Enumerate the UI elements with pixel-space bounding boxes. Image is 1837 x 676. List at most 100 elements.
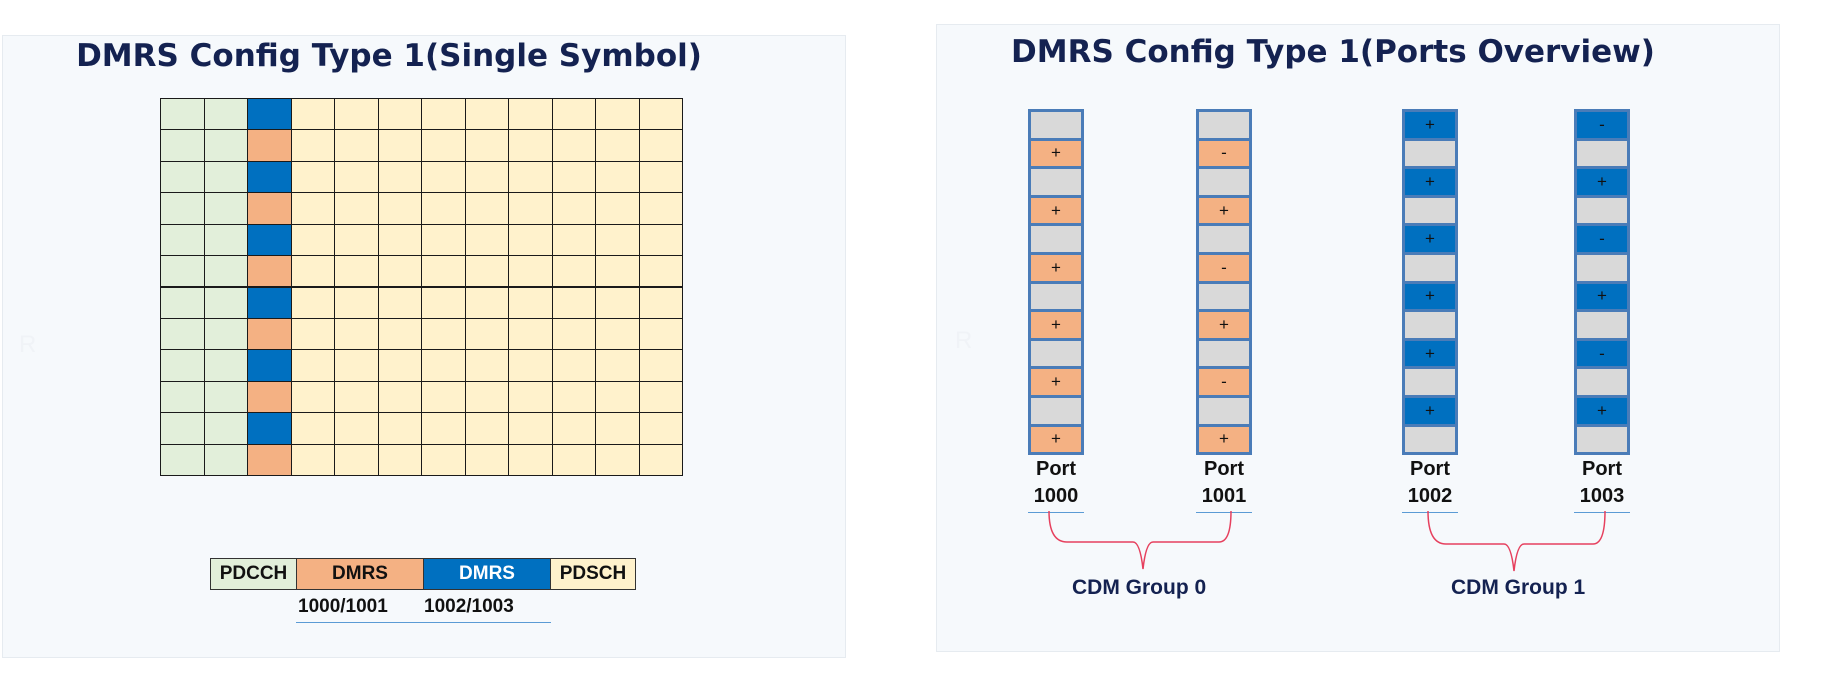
pdcch-cell (160, 443, 205, 476)
pdsch-cell (334, 317, 379, 351)
port-1001-label: Port 1001 (1184, 456, 1264, 510)
pdsch-cell (421, 160, 466, 194)
pdsch-cell (377, 223, 422, 257)
dmrs-cell (247, 223, 292, 257)
pdcch-cell (160, 412, 205, 445)
port-1001-underline (1196, 512, 1252, 514)
pdsch-cell (464, 349, 509, 382)
port-1000-dmrs-cell: + (1028, 309, 1084, 341)
pdsch-cell (464, 192, 509, 225)
port-1003-empty-cell (1574, 252, 1630, 284)
occ-sign: + (1219, 200, 1229, 220)
cdm-group-1-label: CDM Group 1 (1451, 576, 1586, 599)
pdsch-cell (290, 129, 335, 162)
pdsch-cell (638, 380, 683, 414)
pdsch-cell (508, 98, 553, 131)
dmrs-cell (247, 380, 292, 414)
pdcch-cell (203, 160, 248, 194)
cdm-group-0-label: CDM Group 0 (1072, 576, 1207, 599)
pdcch-cell (203, 380, 248, 414)
pdsch-cell (551, 129, 596, 162)
pdsch-cell (290, 412, 335, 445)
pdsch-cell (290, 255, 335, 288)
pdcch-cell (160, 380, 205, 414)
pdsch-cell (595, 98, 640, 131)
pdsch-cell (508, 160, 553, 194)
resource-grid (160, 98, 683, 476)
port-1000-underline (1028, 512, 1084, 514)
occ-sign: + (1051, 314, 1061, 334)
port-1002-empty-cell (1402, 423, 1458, 456)
dmrs-cell (247, 255, 292, 288)
pdcch-cell (203, 443, 248, 476)
port-label-line1: Port (1410, 458, 1450, 481)
pdsch-cell (290, 98, 335, 131)
pdsch-cell (638, 349, 683, 382)
pdsch-cell (638, 98, 683, 131)
pdsch-cell (595, 380, 640, 414)
pdsch-cell (464, 443, 509, 476)
pdcch-cell (203, 223, 248, 257)
pdsch-cell (334, 412, 379, 445)
pdsch-cell (508, 255, 553, 288)
pdsch-cell (551, 412, 596, 445)
port-1000-dmrs-cell: + (1028, 252, 1084, 284)
pdsch-cell (508, 192, 553, 225)
pdsch-cell (464, 412, 509, 445)
occ-sign: + (1425, 343, 1435, 363)
occ-sign: - (1599, 343, 1605, 363)
pdsch-cell (595, 349, 640, 382)
pdsch-cell (377, 412, 422, 445)
pdsch-cell (551, 349, 596, 382)
pdsch-cell (464, 255, 509, 288)
pdsch-cell (377, 98, 422, 131)
single-symbol-panel: DMRS Config Type 1(Single Symbol) R PDCC… (2, 35, 846, 658)
pdsch-cell (464, 223, 509, 257)
occ-sign: + (1219, 314, 1229, 334)
port-1002-dmrs-cell: + (1402, 223, 1458, 255)
port-1002-column: + + + + + + (1402, 109, 1458, 456)
pdsch-cell (290, 223, 335, 257)
occ-sign: + (1425, 229, 1435, 249)
pdsch-cell (464, 160, 509, 194)
port-1001-dmrs-cell: - (1196, 366, 1252, 398)
pdcch-cell (203, 129, 248, 162)
port-1000-column: + + + + + + (1028, 109, 1084, 456)
pdsch-cell (290, 286, 335, 319)
port-1001-empty-cell (1196, 109, 1252, 141)
pdsch-cell (421, 286, 466, 319)
dmrs-cell (247, 160, 292, 194)
pdsch-cell (290, 443, 335, 476)
pdcch-cell (203, 98, 248, 131)
pdsch-cell (551, 160, 596, 194)
pdsch-cell (334, 380, 379, 414)
pdsch-cell (551, 192, 596, 225)
port-1002-dmrs-cell: + (1402, 280, 1458, 313)
occ-sign: - (1221, 372, 1227, 392)
port-1002-underline (1402, 512, 1458, 514)
port-1003-underline (1574, 512, 1630, 514)
pdcch-cell (203, 255, 248, 288)
pdcch-cell (160, 192, 205, 225)
pdcch-cell (203, 412, 248, 445)
pdsch-cell (508, 223, 553, 257)
legend-dmrs-1000-1001: DMRS (296, 558, 424, 590)
pdsch-cell (421, 443, 466, 476)
pdsch-cell (464, 380, 509, 414)
pdcch-cell (160, 98, 205, 131)
occ-sign: - (1599, 229, 1605, 249)
pdsch-cell (638, 223, 683, 257)
pdsch-cell (508, 412, 553, 445)
pdsch-cell (551, 380, 596, 414)
pdsch-cell (464, 317, 509, 351)
port-1003-dmrs-cell: - (1574, 337, 1630, 370)
port-label-line1: Port (1036, 458, 1076, 481)
pdsch-cell (464, 129, 509, 162)
pdsch-cell (595, 286, 640, 319)
port-1000-dmrs-cell: + (1028, 423, 1084, 456)
legend-pdcch: PDCCH (210, 558, 297, 590)
occ-sign: + (1051, 200, 1061, 220)
pdcch-cell (160, 349, 205, 382)
port-1001-dmrs-cell: + (1196, 309, 1252, 341)
pdsch-cell (421, 255, 466, 288)
